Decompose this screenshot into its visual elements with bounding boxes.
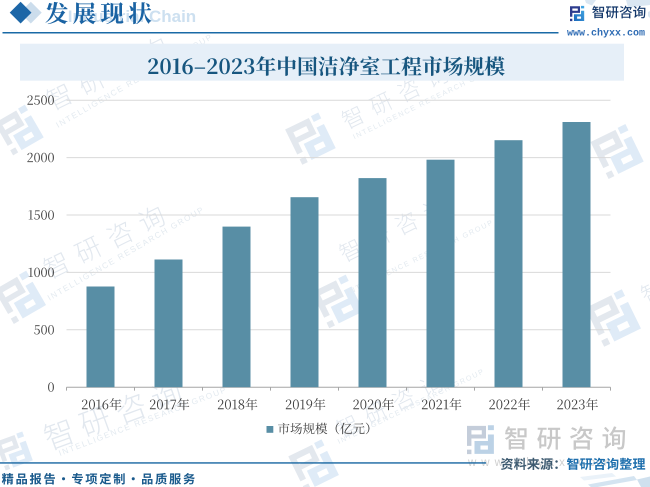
svg-text:www.chyxx.com: www.chyxx.com xyxy=(567,28,645,40)
svg-text:www.chyxx.com: www.chyxx.com xyxy=(467,457,615,469)
